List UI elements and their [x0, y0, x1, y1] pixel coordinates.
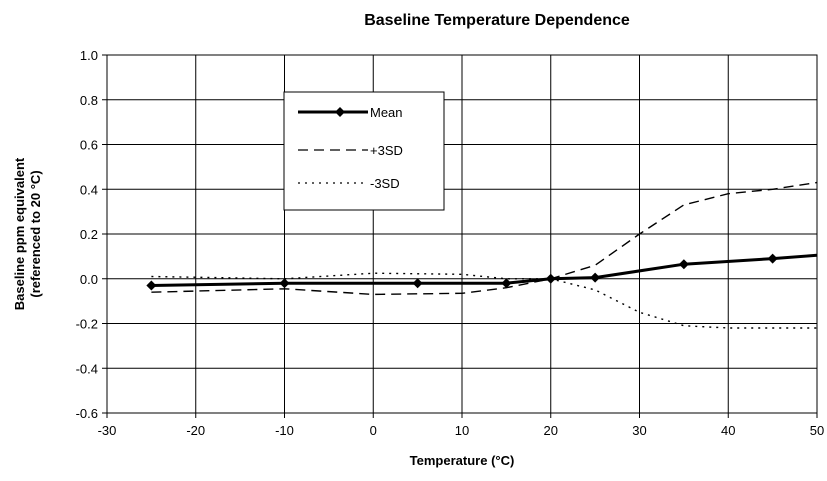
y-tick-label: 0.2 — [80, 227, 98, 242]
x-tick-label: 50 — [810, 423, 824, 438]
y-tick-label: 0.4 — [80, 182, 98, 197]
x-axis-label: Temperature (°C) — [410, 453, 515, 468]
x-tick-label: 30 — [632, 423, 646, 438]
x-tick-label: -20 — [186, 423, 205, 438]
y-tick-label: -0.6 — [76, 406, 98, 421]
y-tick-label: -0.4 — [76, 361, 98, 376]
mean-point-marker — [279, 278, 290, 289]
y-tick-label: 1.0 — [80, 48, 98, 63]
legend-mean-marker — [335, 107, 345, 117]
y-tick-label: -0.2 — [76, 317, 98, 332]
series-line-3sd — [151, 181, 818, 296]
mean-point-marker — [590, 272, 601, 283]
y-axis-label-line-2: (referenced to 20 °C) — [28, 170, 43, 297]
grid — [102, 54, 818, 418]
mean-point-marker — [412, 278, 423, 289]
legend: Mean +3SD -3SD — [283, 91, 445, 211]
mean-point-marker — [678, 259, 689, 270]
x-tick-label: 10 — [455, 423, 469, 438]
legend-minus3sd-label: -3SD — [370, 176, 400, 191]
x-tick-label: 20 — [544, 423, 558, 438]
chart-title: Baseline Temperature Dependence — [364, 12, 630, 29]
x-tick-label: 40 — [721, 423, 735, 438]
x-tick-label: -10 — [275, 423, 294, 438]
mean-point-marker — [545, 273, 556, 284]
y-tick-label: 0.8 — [80, 93, 98, 108]
mean-point-marker — [146, 280, 157, 291]
y-axis-label-line-1: Baseline ppm equivalent — [12, 157, 27, 310]
legend-plus3sd-label: +3SD — [370, 143, 403, 158]
y-tick-label: 0.0 — [80, 272, 98, 287]
x-tick-label: -30 — [98, 423, 117, 438]
mean-point-marker — [501, 278, 512, 289]
legend-mean-label: Mean — [370, 105, 403, 120]
y-axis-label: Baseline ppm equivalent (referenced to 2… — [12, 157, 43, 310]
x-tick-label: 0 — [370, 423, 377, 438]
legend-box — [283, 91, 445, 211]
series-layer — [146, 181, 818, 329]
y-tick-label: 0.6 — [80, 138, 98, 153]
mean-point-marker — [767, 253, 778, 264]
tick-labels: -30 -20 -10 0 10 20 30 40 50 -0.6 -0.4 -0.2 0.0 0.2 0.… — [76, 48, 825, 438]
